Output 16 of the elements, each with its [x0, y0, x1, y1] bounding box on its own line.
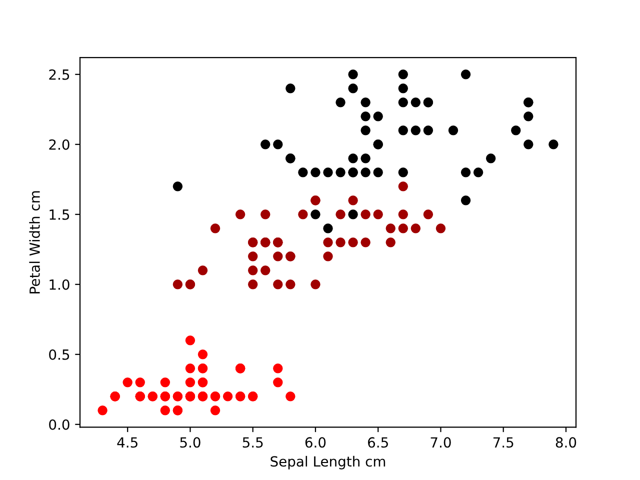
y-tick-label: 2.0: [49, 139, 70, 150]
x-tick-label: 7.5: [493, 437, 514, 448]
y-tick-label: 0.0: [49, 419, 70, 430]
x-tick-label: 7.0: [430, 437, 451, 448]
x-tick-label: 8.0: [556, 437, 576, 448]
x-tick-label: 5.0: [180, 437, 200, 448]
y-axis-title: Petal Width cm: [29, 191, 40, 294]
y-tick-label: 0.5: [49, 349, 70, 360]
x-tick-label: 4.5: [117, 437, 138, 448]
x-tick-label: 5.5: [242, 437, 263, 448]
x-tick-label: 6.0: [305, 437, 326, 448]
y-tick-label: 1.0: [50, 279, 70, 290]
x-tick-label: 6.5: [368, 437, 388, 448]
y-tick-label: 1.5: [50, 210, 70, 220]
x-axis-title: Sepal Length cm: [270, 456, 386, 470]
y-tick-label: 2.5: [49, 69, 70, 80]
